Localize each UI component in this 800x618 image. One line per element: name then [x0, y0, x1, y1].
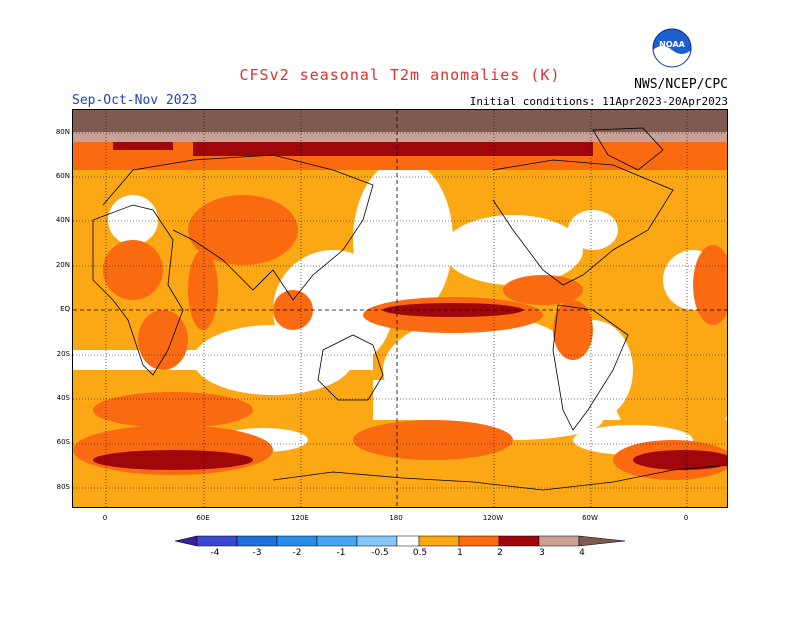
- colorbar-label-m1: -1: [336, 548, 346, 558]
- lat-label-20s: 20S: [56, 350, 70, 358]
- lon-label-120e: 120E: [291, 514, 309, 522]
- colorbar-label-m4: -4: [210, 548, 220, 558]
- lat-label-40s: 40S: [56, 394, 70, 402]
- colorbar-label-1: 1: [457, 548, 463, 558]
- colorbar-label-m3: -3: [252, 548, 262, 558]
- lat-label-eq: EQ: [60, 305, 70, 313]
- lat-label-20n: 20N: [55, 261, 70, 269]
- lat-label-80n: 80N: [55, 128, 70, 136]
- graticule: [73, 110, 727, 507]
- coastlines: [92, 127, 727, 491]
- colorbar-label-0p5: 0.5: [412, 548, 428, 558]
- lon-label-60e: 60E: [196, 514, 210, 522]
- anomaly-3-4: [73, 132, 727, 142]
- anomaly-2-3: [93, 138, 727, 470]
- svg-text:NOAA: NOAA: [659, 40, 685, 49]
- noaa-logo: NOAA: [652, 28, 692, 68]
- lon-label-60w: 60W: [582, 514, 598, 522]
- colorbar-label-m0p5: -0.5: [371, 548, 389, 558]
- lat-label-60n: 60N: [55, 172, 70, 180]
- colorbar: [175, 535, 625, 547]
- lon-label-0: 0: [102, 514, 108, 522]
- lon-label-120w: 120W: [482, 514, 504, 522]
- season-period: Sep-Oct-Nov 2023: [72, 93, 198, 108]
- colorbar-label-2: 2: [497, 548, 503, 558]
- anomaly-map: [72, 109, 728, 508]
- initial-conditions: Initial conditions: 11Apr2023-20Apr2023: [469, 95, 728, 108]
- lon-label-180: 180: [389, 514, 403, 522]
- lat-label-60s: 60S: [56, 438, 70, 446]
- lat-label-80s: 80S: [56, 483, 70, 491]
- lon-label-0-right: 0: [683, 514, 689, 522]
- equator-dateline: [73, 110, 727, 507]
- colorbar-label-m2: -2: [292, 548, 302, 558]
- map-title: CFSv2 seasonal T2m anomalies (K): [239, 66, 561, 84]
- anomaly-field: [73, 110, 727, 507]
- colorbar-label-4: 4: [579, 548, 585, 558]
- lat-label-40n: 40N: [55, 216, 70, 224]
- colorbar-label-3: 3: [539, 548, 545, 558]
- agency-label: NWS/NCEP/CPC: [634, 77, 728, 92]
